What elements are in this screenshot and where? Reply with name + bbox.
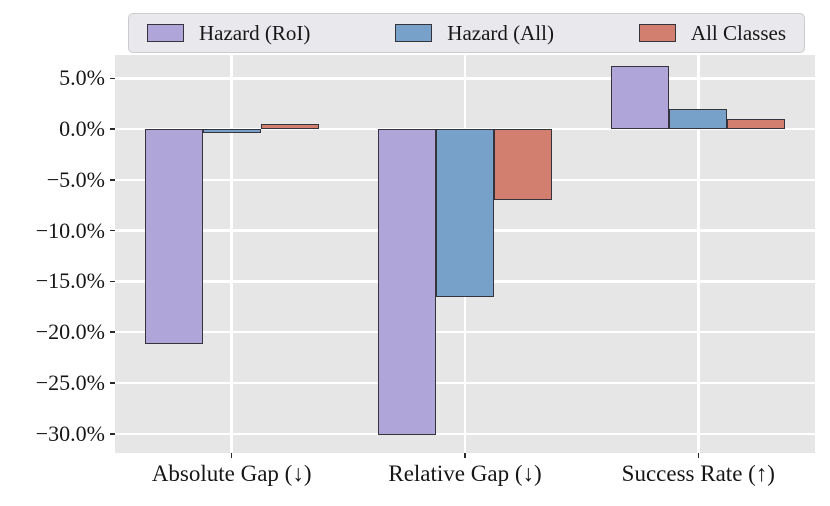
x-tick-mark: [230, 453, 233, 458]
bar-hazard-roi-success-rate: [611, 66, 670, 130]
gridline-vertical: [697, 55, 700, 453]
x-tick-label-absolute-gap: Absolute Gap (↓): [151, 461, 312, 486]
y-tick-label: 5.0%: [59, 65, 105, 91]
bar-hazard-roi-absolute-gap: [144, 129, 203, 345]
y-tick-mark: [110, 331, 115, 333]
bar-hazard-all-absolute-gap: [202, 129, 261, 134]
y-tick-label: −20.0%: [35, 319, 105, 345]
legend-swatch-hazard-roi: [147, 24, 184, 42]
x-tick-mark: [697, 453, 700, 458]
y-tick-mark: [110, 432, 115, 435]
legend-swatch-hazard-all: [395, 24, 433, 42]
legend-item-hazard-roi: Hazard (RoI): [147, 21, 310, 46]
y-tick-label: −15.0%: [35, 268, 105, 294]
x-tick-label-relative-gap: Relative Gap (↓): [388, 461, 542, 486]
bar-hazard-roi-relative-gap: [378, 129, 436, 435]
y-tick-label: −25.0%: [35, 369, 105, 395]
y-tick-label: −30.0%: [35, 420, 105, 446]
y-tick-mark: [110, 128, 115, 130]
legend-item-all-classes: All Classes: [638, 20, 786, 46]
y-tick-mark: [110, 382, 115, 384]
y-tick-label: −10.0%: [35, 217, 105, 243]
gridline-vertical: [230, 55, 233, 453]
legend-swatch-all-classes: [638, 24, 676, 42]
y-tick-mark: [110, 280, 115, 283]
legend-label: All Classes: [690, 20, 786, 45]
legend-label: Hazard (All): [447, 20, 554, 45]
bar-hazard-all-success-rate: [669, 108, 728, 130]
x-tick-mark: [464, 453, 466, 458]
bar-all-classes-success-rate: [727, 118, 786, 130]
legend-label: Hazard (RoI): [199, 20, 311, 45]
plot-area: [115, 55, 815, 453]
y-tick-mark: [110, 229, 115, 232]
x-tick-label-success-rate: Success Rate (↑): [621, 461, 775, 486]
bar-all-classes-absolute-gap: [260, 124, 319, 130]
legend-item-hazard-all: Hazard (All): [395, 21, 554, 46]
y-tick-label: −5.0%: [46, 166, 105, 192]
y-tick-mark: [110, 77, 115, 80]
y-tick-mark: [110, 179, 115, 181]
bar-all-classes-relative-gap: [494, 129, 552, 201]
bar-hazard-all-relative-gap: [436, 129, 494, 297]
y-tick-label: 0.0%: [59, 116, 105, 142]
legend: Hazard (RoI) Hazard (All) All Classes: [128, 13, 805, 53]
